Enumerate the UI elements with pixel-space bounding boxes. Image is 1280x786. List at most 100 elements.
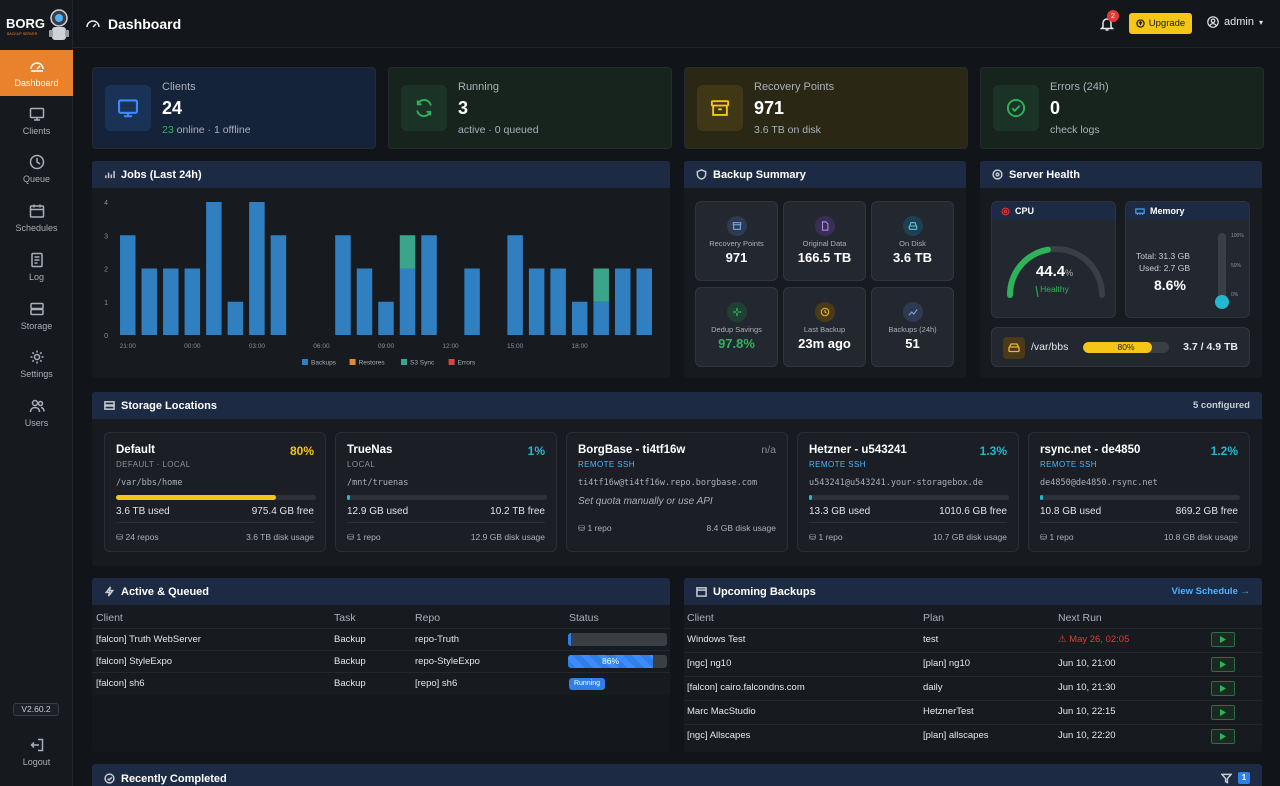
sidebar-item-log[interactable]: Log [0, 244, 73, 290]
trend-icon [902, 302, 923, 322]
x-tick-label: 12:00 [442, 343, 459, 350]
stat-value: 971 [754, 98, 785, 118]
chart-bar [614, 268, 631, 335]
tile-label: Original Data [802, 239, 847, 248]
stat-value: 0 [1050, 98, 1061, 118]
memory-used: Used: 2.7 GB [1139, 263, 1191, 273]
divider [684, 652, 1262, 653]
sidebar-item-schedules[interactable]: Schedules [0, 195, 73, 241]
sidebar-item-label: Clients [22, 126, 51, 136]
filter-count-badge: 1 [1238, 772, 1250, 784]
storage-percent: 1.3% [979, 444, 1007, 458]
divider [92, 628, 670, 629]
storage-card-rsync[interactable]: rsync.net - de4850 REMOTE SSH 1.2% de485… [1028, 432, 1250, 552]
backup-summary-panel: Backup Summary Recovery Points 971 Origi… [684, 161, 966, 378]
sidebar-item-storage[interactable]: Storage [0, 293, 73, 339]
column-header-next-run[interactable]: Next Run [1058, 612, 1102, 624]
storage-repos-text: 1 repo [356, 532, 381, 542]
view-schedule-link[interactable]: View Schedule → [1171, 586, 1251, 597]
filter-icon[interactable] [1221, 773, 1232, 784]
run-now-button[interactable] [1211, 632, 1235, 647]
stat-card-errors[interactable]: Errors (24h) 0 check logs [980, 67, 1264, 149]
stat-card-clients[interactable]: Clients 24 23 online · 1 offline [92, 67, 376, 149]
sidebar-item-users[interactable]: Users [0, 390, 73, 436]
storage-disk-usage: 10.8 GB disk usage [1163, 532, 1238, 542]
column-header-status[interactable]: Status [569, 612, 599, 624]
tile-label: On Disk [899, 239, 926, 248]
storage-free: 869.2 GB free [1175, 506, 1238, 517]
sidebar-item-queue[interactable]: Queue [0, 146, 73, 192]
disk-usage-fill [1083, 342, 1152, 353]
stat-card-running[interactable]: Running 3 active · 0 queued [388, 67, 672, 149]
sidebar-item-label: Schedules [15, 223, 58, 233]
storage-card-truenas[interactable]: TrueNas LOCAL 1% /mnt/truenas 12.9 GB us… [335, 432, 557, 552]
cpu-label: CPU [1015, 206, 1035, 216]
chart-bar [528, 268, 545, 335]
cpu-status: Healthy [1040, 284, 1069, 294]
legend-label: Errors [458, 360, 476, 367]
sidebar-item-label: Queue [22, 174, 51, 184]
sidebar-item-dashboard[interactable]: Dashboard [0, 50, 73, 96]
x-tick-label: 21:00 [120, 343, 137, 350]
storage-type: REMOTE SSH [809, 460, 866, 469]
dashboard-icon [29, 62, 44, 72]
logout-button[interactable]: Logout [0, 729, 73, 775]
column-header-plan[interactable]: Plan [923, 612, 945, 624]
panel-header: Backup Summary [684, 161, 966, 188]
sparkle-icon [726, 302, 747, 322]
tile-label: Dedup Savings [711, 325, 762, 334]
storage-type: LOCAL [347, 460, 376, 469]
tile-value: 97.8% [718, 336, 755, 351]
row-plan: [plan] allscapes [923, 730, 989, 741]
job-progress-fill [568, 655, 654, 668]
storage-count: 5 configured [1192, 400, 1250, 411]
top-header: Dashboard 2 Upgrade admin ▾ [73, 0, 1280, 48]
chart-bar [399, 235, 416, 269]
storage-card-borgbase[interactable]: BorgBase - ti4tf16w REMOTE SSH n/a ti4tf… [566, 432, 788, 552]
column-header-task[interactable]: Task [334, 612, 356, 624]
disk-icon [902, 216, 923, 236]
gear-icon [30, 350, 43, 364]
run-now-button[interactable] [1211, 705, 1235, 720]
storage-card-hetzner[interactable]: Hetzner - u543241 REMOTE SSH 1.3% u54324… [797, 432, 1019, 552]
storage-usage-bar [347, 495, 547, 500]
svg-text:BORG: BORG [6, 16, 45, 31]
column-header-client[interactable]: Client [687, 612, 714, 624]
storage-used: 12.9 GB used [347, 506, 409, 517]
bolt-icon [104, 586, 115, 597]
clock-icon [29, 154, 44, 170]
panel-header: Active & Queued [92, 578, 670, 605]
app-logo[interactable]: BORG BACKUP SERVER [4, 4, 70, 46]
user-menu[interactable]: admin ▾ [1207, 16, 1263, 28]
panel-title: Storage Locations [121, 399, 217, 412]
page-title: Dashboard [108, 16, 182, 32]
storage-card-default[interactable]: Default DEFAULT · LOCAL 80% /var/bbs/hom… [104, 432, 326, 552]
storage-repos-text: 24 repos [125, 532, 159, 542]
divider [684, 628, 1262, 629]
row-client: Marc MacStudio [687, 706, 756, 717]
sidebar-item-clients[interactable]: Clients [0, 98, 73, 144]
upgrade-button[interactable]: Upgrade [1129, 13, 1192, 34]
panel-title: Recently Completed [121, 772, 227, 785]
panel-header: Server Health [980, 161, 1262, 188]
column-header-client[interactable]: Client [96, 612, 123, 624]
clock-icon [814, 302, 835, 322]
storage-name: rsync.net - de4850 [1040, 444, 1141, 456]
panel-title: Backup Summary [713, 168, 806, 181]
chart-bar [464, 268, 480, 335]
sidebar-item-settings[interactable]: Settings [0, 341, 73, 387]
disk-usage-bar: 80% [1083, 342, 1169, 353]
stat-sub: 23 online · 1 offline [162, 124, 251, 136]
play-icon [1220, 709, 1226, 716]
run-now-button[interactable] [1211, 657, 1235, 672]
run-now-button[interactable] [1211, 729, 1235, 744]
bar-chart-icon [105, 170, 115, 179]
memory-label: Memory [1150, 206, 1185, 216]
chart-bar [593, 268, 609, 302]
divider [92, 672, 670, 673]
stat-card-recovery-points[interactable]: Recovery Points 971 3.6 TB on disk [684, 67, 968, 149]
run-now-button[interactable] [1211, 681, 1235, 696]
storage-disk-usage: 12.9 GB disk usage [470, 532, 545, 542]
stat-label: Clients [162, 81, 196, 93]
column-header-repo[interactable]: Repo [415, 612, 441, 624]
